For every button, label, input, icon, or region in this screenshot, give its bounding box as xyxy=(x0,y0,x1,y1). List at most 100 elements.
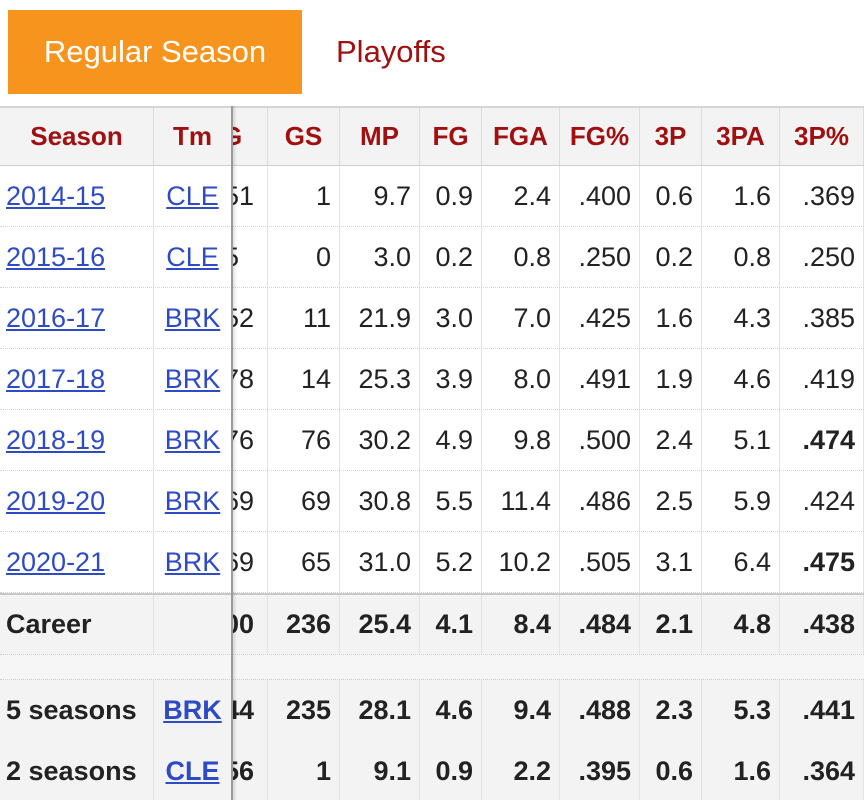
header-gs[interactable]: GS xyxy=(268,108,340,165)
header-3pa[interactable]: 3PA xyxy=(702,108,780,165)
team-link[interactable]: BRK xyxy=(163,695,222,725)
games-value: 69 xyxy=(232,546,255,577)
team-link[interactable]: CLE xyxy=(165,756,220,786)
tp-cell: 3.1 xyxy=(640,532,702,592)
header-season[interactable]: Season xyxy=(0,108,154,165)
games-value: 52 xyxy=(232,302,255,333)
header-g-label: G xyxy=(232,121,242,152)
fgpct-cell: .488 xyxy=(560,680,640,741)
team-link[interactable]: CLE xyxy=(166,241,219,272)
team-link[interactable]: BRK xyxy=(164,546,221,577)
season-cell: 2016-17 xyxy=(0,288,154,348)
fga-cell: 10.2 xyxy=(482,532,560,592)
header-fga[interactable]: FGA xyxy=(482,108,560,165)
team-cell: CLE xyxy=(154,227,232,287)
games-value: 69 xyxy=(232,485,255,516)
tppct-cell: .441 xyxy=(780,680,864,741)
tab-playoffs[interactable]: Playoffs xyxy=(336,34,446,69)
tppct-cell: .424 xyxy=(780,471,864,531)
mp-cell: 25.4 xyxy=(340,595,420,654)
team-link[interactable]: BRK xyxy=(164,363,221,394)
games-value: 51 xyxy=(232,180,255,211)
fgpct-cell: .505 xyxy=(560,532,640,592)
games-value: 78 xyxy=(232,363,255,394)
header-mp[interactable]: MP xyxy=(340,108,420,165)
totals-label: 2 seasons xyxy=(0,741,154,800)
fgpct-cell: .400 xyxy=(560,166,640,226)
mp-cell: 25.3 xyxy=(340,349,420,409)
team-link[interactable]: BRK xyxy=(164,424,221,455)
fga-cell: 2.4 xyxy=(482,166,560,226)
season-link[interactable]: 2016-17 xyxy=(6,302,106,333)
team-link[interactable]: CLE xyxy=(166,180,219,211)
fgpct-cell: .250 xyxy=(560,227,640,287)
season-link[interactable]: 2018-19 xyxy=(6,424,106,455)
g-cell: 44 xyxy=(232,680,268,741)
tab-regular-season[interactable]: Regular Season xyxy=(8,10,302,94)
season-link[interactable]: 2020-21 xyxy=(6,546,106,577)
gs-cell: 0 xyxy=(268,227,340,287)
mp-cell: 30.2 xyxy=(340,410,420,470)
fg-cell: 4.9 xyxy=(420,410,482,470)
tpa-cell: 1.6 xyxy=(702,741,780,800)
tpa-cell: 1.6 xyxy=(702,166,780,226)
g-cell: 78 xyxy=(232,349,268,409)
tppct-cell: .475 xyxy=(780,532,864,592)
tpa-cell: 5.9 xyxy=(702,471,780,531)
tppct-cell: .250 xyxy=(780,227,864,287)
tp-cell: 2.5 xyxy=(640,471,702,531)
fg-cell: 4.6 xyxy=(420,680,482,741)
g-cell: 5 xyxy=(232,227,268,287)
g-cell: 51 xyxy=(232,166,268,226)
season-link[interactable]: 2019-20 xyxy=(6,485,106,516)
tppct-cell: .438 xyxy=(780,595,864,654)
tp-cell: 0.6 xyxy=(640,166,702,226)
tpa-cell: 5.3 xyxy=(702,680,780,741)
season-cell: 2014-15 xyxy=(0,166,154,226)
tppct-cell: .364 xyxy=(780,741,864,800)
season-cell: 2015-16 xyxy=(0,227,154,287)
totals-row: 5 seasons BRK 44 23528.14.69.4.4882.35.3.44… xyxy=(0,680,864,741)
header-3p-pct[interactable]: 3P% xyxy=(780,108,864,165)
tp-cell: 1.9 xyxy=(640,349,702,409)
games-value: 44 xyxy=(232,695,255,725)
totals-label: Career xyxy=(0,595,154,654)
team-link[interactable]: BRK xyxy=(164,485,221,516)
fga-cell: 8.4 xyxy=(482,595,560,654)
team-cell: BRK xyxy=(154,532,232,592)
gs-cell: 11 xyxy=(268,288,340,348)
mp-cell: 9.7 xyxy=(340,166,420,226)
gs-cell: 65 xyxy=(268,532,340,592)
season-link[interactable]: 2014-15 xyxy=(6,180,106,211)
fg-cell: 5.2 xyxy=(420,532,482,592)
header-g[interactable]: G xyxy=(232,108,268,165)
header-fg[interactable]: FG xyxy=(420,108,482,165)
fga-cell: 0.8 xyxy=(482,227,560,287)
season-cell: 2020-21 xyxy=(0,532,154,592)
mp-cell: 3.0 xyxy=(340,227,420,287)
gs-cell: 235 xyxy=(268,680,340,741)
season-link[interactable]: 2015-16 xyxy=(6,241,106,272)
header-3p[interactable]: 3P xyxy=(640,108,702,165)
games-value: 56 xyxy=(232,756,255,786)
team-cell: CLE xyxy=(154,166,232,226)
header-tm[interactable]: Tm xyxy=(154,108,232,165)
fgpct-cell: .491 xyxy=(560,349,640,409)
g-cell: 56 xyxy=(232,741,268,800)
fgpct-cell: .395 xyxy=(560,741,640,800)
season-link[interactable]: 2017-18 xyxy=(6,363,106,394)
team-cell: BRK xyxy=(154,410,232,470)
fg-cell: 3.9 xyxy=(420,349,482,409)
tp-cell: 0.6 xyxy=(640,741,702,800)
gs-cell: 1 xyxy=(268,741,340,800)
mp-cell: 30.8 xyxy=(340,471,420,531)
fgpct-cell: .425 xyxy=(560,288,640,348)
season-type-tabs: Regular Season Playoffs xyxy=(0,0,864,104)
team-link[interactable]: BRK xyxy=(164,302,221,333)
header-fg-pct[interactable]: FG% xyxy=(560,108,640,165)
